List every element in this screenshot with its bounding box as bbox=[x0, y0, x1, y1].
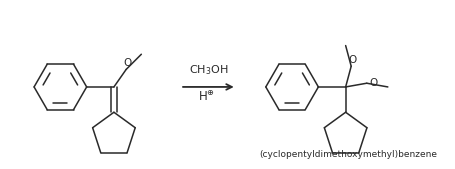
Text: CH$_3$OH: CH$_3$OH bbox=[188, 63, 228, 77]
Text: H$^{\oplus}$: H$^{\oplus}$ bbox=[197, 90, 214, 104]
Text: O: O bbox=[347, 55, 355, 65]
Text: O: O bbox=[369, 78, 377, 88]
Text: (cyclopentyldimethoxymethyl)benzene: (cyclopentyldimethoxymethyl)benzene bbox=[258, 150, 436, 159]
Text: O: O bbox=[123, 58, 131, 68]
